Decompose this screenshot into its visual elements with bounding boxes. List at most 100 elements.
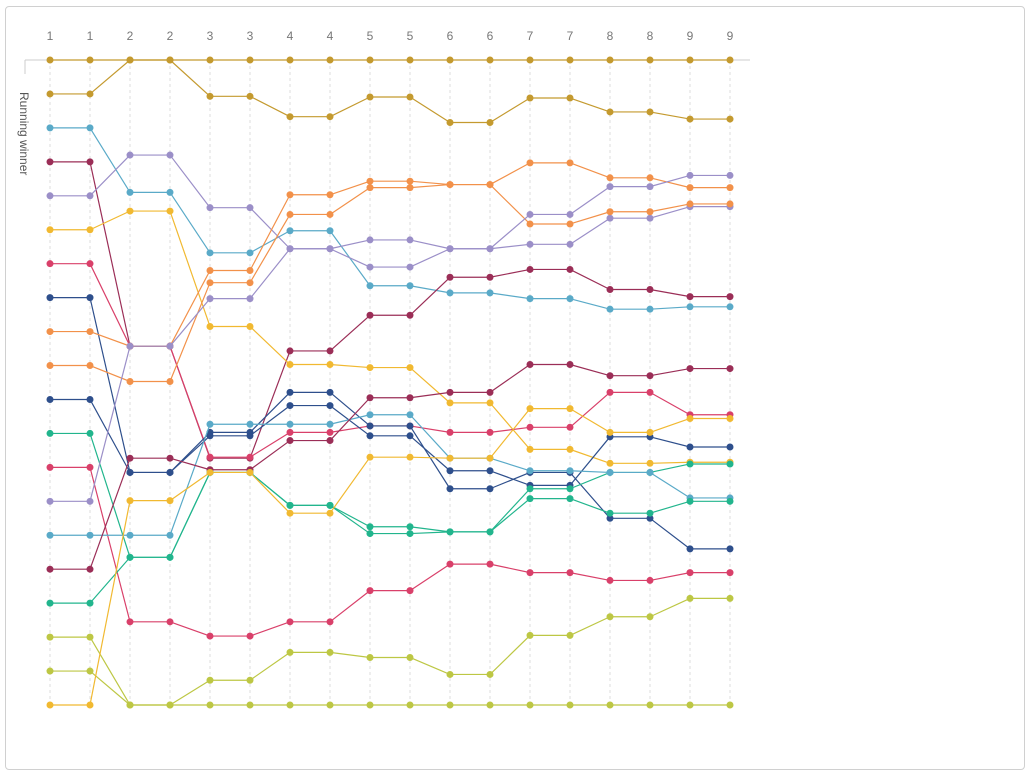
data-point[interactable] bbox=[366, 394, 374, 402]
data-point[interactable] bbox=[566, 240, 574, 248]
data-point[interactable] bbox=[686, 460, 694, 468]
data-point[interactable] bbox=[46, 667, 54, 675]
data-point[interactable] bbox=[646, 56, 654, 64]
data-point[interactable] bbox=[446, 273, 454, 281]
data-point[interactable] bbox=[446, 485, 454, 493]
data-point[interactable] bbox=[46, 294, 54, 302]
data-point[interactable] bbox=[486, 485, 494, 493]
data-point[interactable] bbox=[486, 118, 494, 126]
data-point[interactable] bbox=[286, 428, 294, 436]
data-point[interactable] bbox=[246, 701, 254, 709]
data-point[interactable] bbox=[726, 56, 734, 64]
data-point[interactable] bbox=[366, 701, 374, 709]
series-line[interactable] bbox=[50, 414, 730, 536]
data-point[interactable] bbox=[366, 177, 374, 185]
data-point[interactable] bbox=[606, 108, 614, 116]
data-point[interactable] bbox=[646, 388, 654, 396]
data-point[interactable] bbox=[646, 509, 654, 517]
series-line[interactable] bbox=[50, 127, 730, 310]
data-point[interactable] bbox=[126, 151, 134, 159]
data-point[interactable] bbox=[406, 394, 414, 402]
data-point[interactable] bbox=[486, 560, 494, 568]
data-point[interactable] bbox=[646, 372, 654, 380]
data-point[interactable] bbox=[526, 467, 534, 475]
data-point[interactable] bbox=[446, 701, 454, 709]
data-point[interactable] bbox=[446, 388, 454, 396]
data-point[interactable] bbox=[246, 420, 254, 428]
data-point[interactable] bbox=[606, 576, 614, 584]
data-point[interactable] bbox=[286, 361, 294, 369]
data-point[interactable] bbox=[46, 192, 54, 200]
data-point[interactable] bbox=[566, 495, 574, 503]
data-point[interactable] bbox=[646, 468, 654, 476]
data-point[interactable] bbox=[406, 364, 414, 372]
data-point[interactable] bbox=[686, 303, 694, 311]
data-point[interactable] bbox=[486, 428, 494, 436]
data-point[interactable] bbox=[126, 56, 134, 64]
data-point[interactable] bbox=[86, 463, 94, 471]
data-point[interactable] bbox=[646, 183, 654, 191]
data-point[interactable] bbox=[86, 294, 94, 302]
data-point[interactable] bbox=[86, 429, 94, 437]
data-point[interactable] bbox=[86, 328, 94, 336]
data-point[interactable] bbox=[46, 90, 54, 98]
data-point[interactable] bbox=[166, 497, 174, 505]
data-point[interactable] bbox=[526, 220, 534, 228]
data-point[interactable] bbox=[406, 453, 414, 461]
data-point[interactable] bbox=[46, 463, 54, 471]
data-point[interactable] bbox=[486, 528, 494, 536]
series-line[interactable] bbox=[50, 432, 730, 558]
data-point[interactable] bbox=[686, 171, 694, 179]
data-point[interactable] bbox=[326, 509, 334, 517]
data-point[interactable] bbox=[166, 454, 174, 462]
series-line[interactable] bbox=[50, 154, 730, 250]
data-point[interactable] bbox=[606, 701, 614, 709]
data-point[interactable] bbox=[646, 701, 654, 709]
data-point[interactable] bbox=[246, 92, 254, 100]
data-point[interactable] bbox=[406, 653, 414, 661]
data-point[interactable] bbox=[606, 174, 614, 182]
data-point[interactable] bbox=[446, 118, 454, 126]
data-point[interactable] bbox=[46, 124, 54, 132]
data-point[interactable] bbox=[286, 388, 294, 396]
data-point[interactable] bbox=[46, 565, 54, 573]
data-point[interactable] bbox=[686, 293, 694, 301]
series-line[interactable] bbox=[50, 162, 730, 383]
series-line[interactable] bbox=[50, 297, 730, 550]
data-point[interactable] bbox=[406, 530, 414, 538]
data-point[interactable] bbox=[726, 545, 734, 553]
data-point[interactable] bbox=[526, 361, 534, 369]
data-point[interactable] bbox=[206, 56, 214, 64]
data-point[interactable] bbox=[526, 94, 534, 102]
data-point[interactable] bbox=[46, 497, 54, 505]
data-point[interactable] bbox=[46, 328, 54, 336]
data-point[interactable] bbox=[246, 249, 254, 257]
data-point[interactable] bbox=[446, 528, 454, 536]
data-point[interactable] bbox=[326, 388, 334, 396]
data-point[interactable] bbox=[606, 468, 614, 476]
data-point[interactable] bbox=[526, 56, 534, 64]
data-point[interactable] bbox=[566, 159, 574, 167]
series-line[interactable] bbox=[50, 597, 730, 706]
data-point[interactable] bbox=[486, 454, 494, 462]
data-point[interactable] bbox=[326, 210, 334, 218]
data-point[interactable] bbox=[646, 576, 654, 584]
data-point[interactable] bbox=[686, 184, 694, 192]
data-point[interactable] bbox=[446, 428, 454, 436]
data-point[interactable] bbox=[86, 531, 94, 539]
data-point[interactable] bbox=[566, 94, 574, 102]
data-point[interactable] bbox=[366, 364, 374, 372]
data-point[interactable] bbox=[246, 56, 254, 64]
data-point[interactable] bbox=[686, 443, 694, 451]
data-point[interactable] bbox=[286, 113, 294, 121]
data-point[interactable] bbox=[686, 365, 694, 373]
data-point[interactable] bbox=[406, 432, 414, 440]
series-line[interactable] bbox=[50, 398, 730, 486]
data-point[interactable] bbox=[326, 618, 334, 626]
data-point[interactable] bbox=[486, 289, 494, 297]
data-point[interactable] bbox=[566, 631, 574, 639]
data-point[interactable] bbox=[486, 467, 494, 475]
data-point[interactable] bbox=[366, 263, 374, 271]
data-point[interactable] bbox=[406, 411, 414, 419]
data-point[interactable] bbox=[126, 701, 134, 709]
